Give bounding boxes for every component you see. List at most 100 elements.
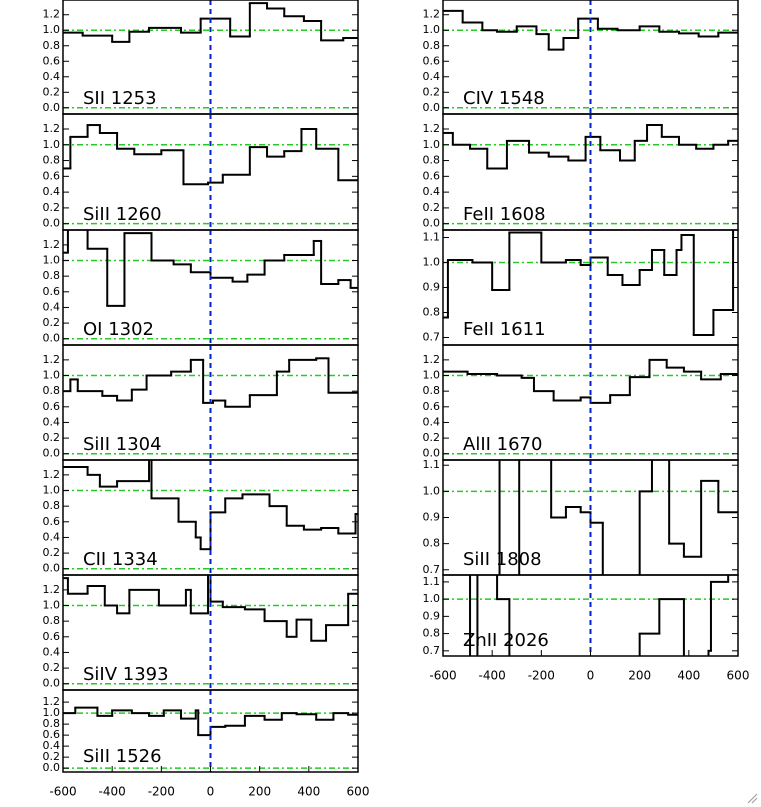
y-tick-label: 0.6: [423, 400, 441, 413]
panel: [63, 706, 358, 769]
y-tick-label: 1.2: [423, 353, 441, 366]
y-tick-label: 1.0: [43, 138, 61, 151]
x-tick-label: 0: [587, 669, 595, 683]
y-tick-label: 0.8: [423, 384, 441, 397]
y-tick-label: 0.8: [43, 39, 61, 52]
x-tick-label: 600: [347, 785, 370, 799]
panel: [443, 230, 738, 336]
y-tick-label: 0.0: [43, 447, 61, 460]
y-tick-label: 0.2: [423, 431, 441, 444]
x-tick-label: -400: [479, 669, 506, 683]
x-tick-label: -600: [429, 669, 456, 683]
y-tick-label: 0.6: [43, 285, 61, 298]
y-tick-label: 1.2: [423, 122, 441, 135]
x-tick-label: 400: [677, 669, 700, 683]
y-tick-label: 1.0: [423, 592, 441, 605]
y-tick-label: 0.0: [43, 761, 61, 774]
panel: [63, 2, 358, 109]
y-tick-label: 1.0: [423, 23, 441, 36]
panel: [443, 460, 738, 575]
y-tick-label: 0.6: [43, 54, 61, 67]
y-tick-label: 0.2: [43, 201, 61, 214]
y-tick-label: 0.2: [423, 85, 441, 98]
y-tick-label: 0.0: [43, 562, 61, 575]
x-tick-label: 400: [297, 785, 320, 799]
y-tick-label: 0.4: [423, 185, 441, 198]
x-tick-label: -400: [99, 785, 126, 799]
y-tick-label: 0.2: [43, 431, 61, 444]
x-tick-label: -600: [49, 785, 76, 799]
y-tick-label: 0.2: [43, 316, 61, 329]
y-tick-label: 0.4: [423, 70, 441, 83]
y-tick-label: 0.0: [423, 101, 441, 114]
panel: [63, 124, 358, 225]
panel-label: AlII 1670: [463, 434, 542, 455]
y-tick-label: 1.0: [43, 599, 61, 612]
panel-label: OI 1302: [83, 319, 154, 340]
y-tick-label: 1.0: [43, 23, 61, 36]
panel-label: ZnII 2026: [463, 630, 549, 651]
y-tick-label: 0.8: [43, 717, 61, 730]
y-tick-label: 0.8: [43, 384, 61, 397]
y-tick-label: 1.0: [423, 256, 441, 269]
panel: [443, 124, 738, 225]
x-tick-label: 200: [248, 785, 271, 799]
y-tick-label: 1.2: [43, 468, 61, 481]
y-tick-label: 0.8: [423, 627, 441, 640]
y-tick-label: 1.2: [43, 238, 61, 251]
y-tick-label: 0.6: [43, 515, 61, 528]
y-tick-label: 1.2: [423, 8, 441, 21]
panel-label: SiII 1304: [83, 434, 162, 455]
y-tick-label: 0.6: [43, 630, 61, 643]
y-tick-label: 0.6: [423, 54, 441, 67]
y-tick-label: 1.2: [43, 8, 61, 21]
panel-label: SiII 1808: [463, 549, 542, 570]
x-tick-label: 0: [207, 785, 215, 799]
panel: [443, 358, 738, 455]
y-tick-label: 1.2: [43, 583, 61, 596]
y-tick-label: 1.2: [43, 353, 61, 366]
y-tick-label: 0.0: [43, 677, 61, 690]
resize-grip: [747, 793, 758, 804]
panel-label: CIV 1548: [463, 88, 545, 109]
y-tick-label: 1.0: [423, 369, 441, 382]
y-tick-label: 0.6: [423, 169, 441, 182]
y-tick-label: 0.8: [423, 154, 441, 167]
y-tick-label: 0.8: [423, 306, 441, 319]
y-tick-label: 0.8: [43, 499, 61, 512]
y-tick-label: 0.6: [43, 400, 61, 413]
y-tick-label: 0.8: [423, 39, 441, 52]
y-tick-label: 0.6: [43, 728, 61, 741]
panel-label: FeII 1608: [463, 204, 546, 225]
y-tick-label: 0.7: [423, 563, 441, 576]
y-tick-label: 0.8: [43, 154, 61, 167]
y-tick-label: 0.4: [43, 185, 61, 198]
x-tick-label: -200: [528, 669, 555, 683]
y-tick-label: 0.0: [423, 217, 441, 230]
y-tick-label: 0.4: [43, 300, 61, 313]
x-tick-label: 600: [727, 669, 750, 683]
y-tick-label: 0.2: [43, 661, 61, 674]
y-tick-label: 0.4: [43, 415, 61, 428]
y-tick-label: 1.2: [43, 695, 61, 708]
y-tick-label: 0.0: [43, 217, 61, 230]
y-tick-label: 0.4: [43, 645, 61, 658]
y-tick-label: 0.9: [423, 609, 441, 622]
panel-label: SiII 1526: [83, 746, 162, 767]
y-tick-label: 0.4: [43, 70, 61, 83]
y-tick-label: 0.8: [423, 537, 441, 550]
y-tick-label: 1.0: [423, 138, 441, 151]
panel-label: SiII 1260: [83, 204, 162, 225]
y-tick-label: 0.9: [423, 511, 441, 524]
x-tick-label: -200: [148, 785, 175, 799]
x-tick-label: 200: [628, 669, 651, 683]
y-tick-label: 0.0: [43, 101, 61, 114]
y-tick-label: 0.8: [43, 269, 61, 282]
y-tick-label: 0.2: [423, 201, 441, 214]
y-tick-label: 0.7: [423, 644, 441, 657]
y-tick-label: 1.1: [423, 575, 441, 588]
y-tick-label: 1.0: [43, 254, 61, 267]
y-tick-label: 0.9: [423, 281, 441, 294]
panel-label: CII 1334: [83, 549, 158, 570]
y-tick-label: 0.8: [43, 614, 61, 627]
